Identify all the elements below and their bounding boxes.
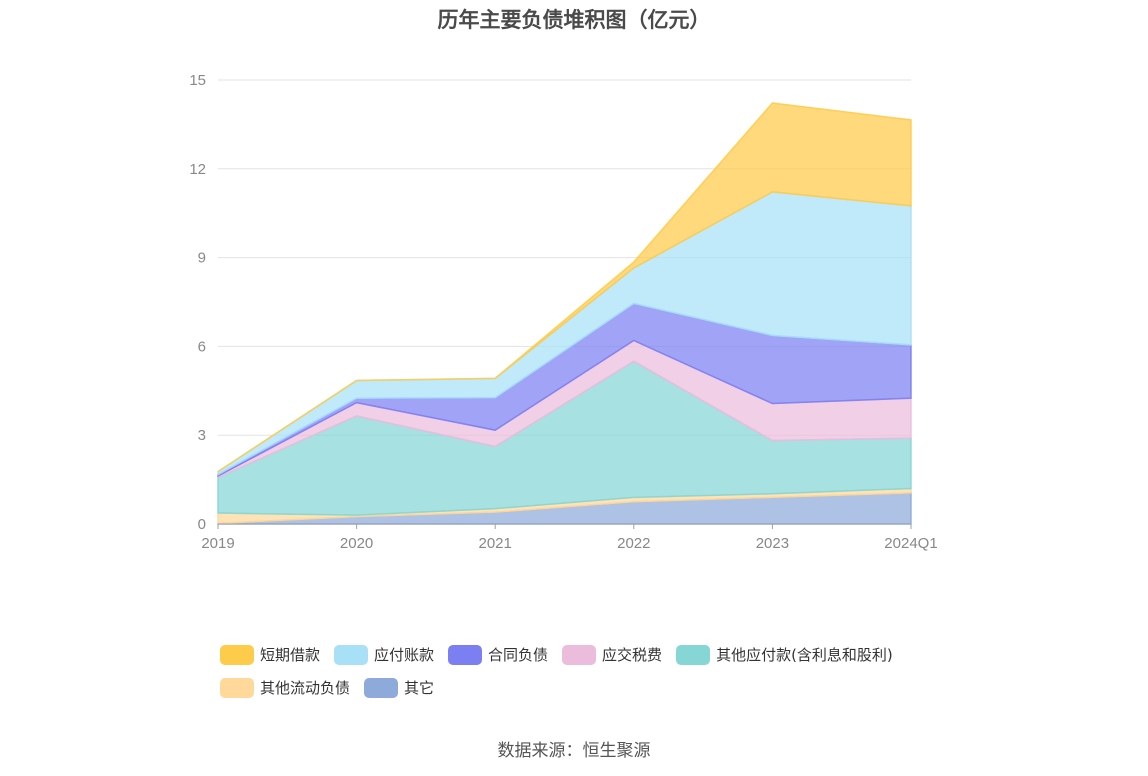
- legend-item[interactable]: 其他应付款(含利息和股利): [676, 644, 893, 665]
- legend-swatch: [562, 644, 597, 665]
- y-tick-label: 3: [198, 427, 206, 444]
- stacked-area-chart: 0 3 6 9 12 15 2019 2020 2021 2022 2023 2024Q1: [189, 72, 937, 552]
- legend-swatch: [334, 644, 369, 665]
- chart-title: 历年主要负债堆积图（亿元）: [437, 8, 711, 32]
- legend-label: 合同负债: [488, 646, 549, 664]
- legend-label: 其他应付款(含利息和股利): [716, 646, 893, 664]
- legend-swatch: [220, 644, 254, 665]
- y-tick-label: 12: [189, 161, 206, 178]
- y-tick-label: 0: [198, 516, 206, 533]
- legend-swatch: [676, 644, 711, 665]
- legend-item[interactable]: 其他流动负债: [220, 677, 350, 698]
- legend-row: 其他流动负债 其它: [220, 671, 980, 704]
- x-tick-label: 2021: [479, 535, 512, 552]
- x-tick-label: 2022: [617, 535, 650, 552]
- chart-legend: 短期借款 应付账款 合同负债 应交税费 其他应付款(含利息和股利) 其他流动负债 其它: [220, 638, 980, 704]
- x-tick-label: 2024Q1: [884, 535, 937, 552]
- legend-row: 短期借款 应付账款 合同负债 应交税费 其他应付款(含利息和股利): [220, 638, 980, 671]
- legend-swatch: [448, 644, 483, 665]
- x-tick-label: 2020: [340, 535, 373, 552]
- legend-item[interactable]: 其它: [364, 677, 434, 698]
- legend-item[interactable]: 应付账款: [334, 644, 434, 665]
- legend-item[interactable]: 短期借款: [220, 644, 320, 665]
- legend-label: 应付账款: [374, 646, 435, 664]
- legend-label: 其他流动负债: [260, 679, 351, 697]
- legend-label: 应交税费: [602, 646, 663, 664]
- y-tick-label: 15: [189, 72, 206, 89]
- y-tick-label: 9: [198, 250, 206, 267]
- data-source: 数据来源：恒生聚源: [497, 741, 651, 761]
- y-tick-label: 6: [198, 338, 206, 355]
- legend-item[interactable]: 应交税费: [562, 644, 662, 665]
- series-area: [217, 102, 912, 473]
- x-tick-label: 2023: [756, 535, 789, 552]
- legend-item[interactable]: 合同负债: [448, 644, 548, 665]
- legend-swatch: [364, 677, 399, 698]
- legend-swatch: [220, 677, 254, 698]
- legend-label: 短期借款: [260, 646, 321, 664]
- legend-label: 其它: [404, 679, 435, 697]
- x-tick-label: 2019: [201, 535, 234, 552]
